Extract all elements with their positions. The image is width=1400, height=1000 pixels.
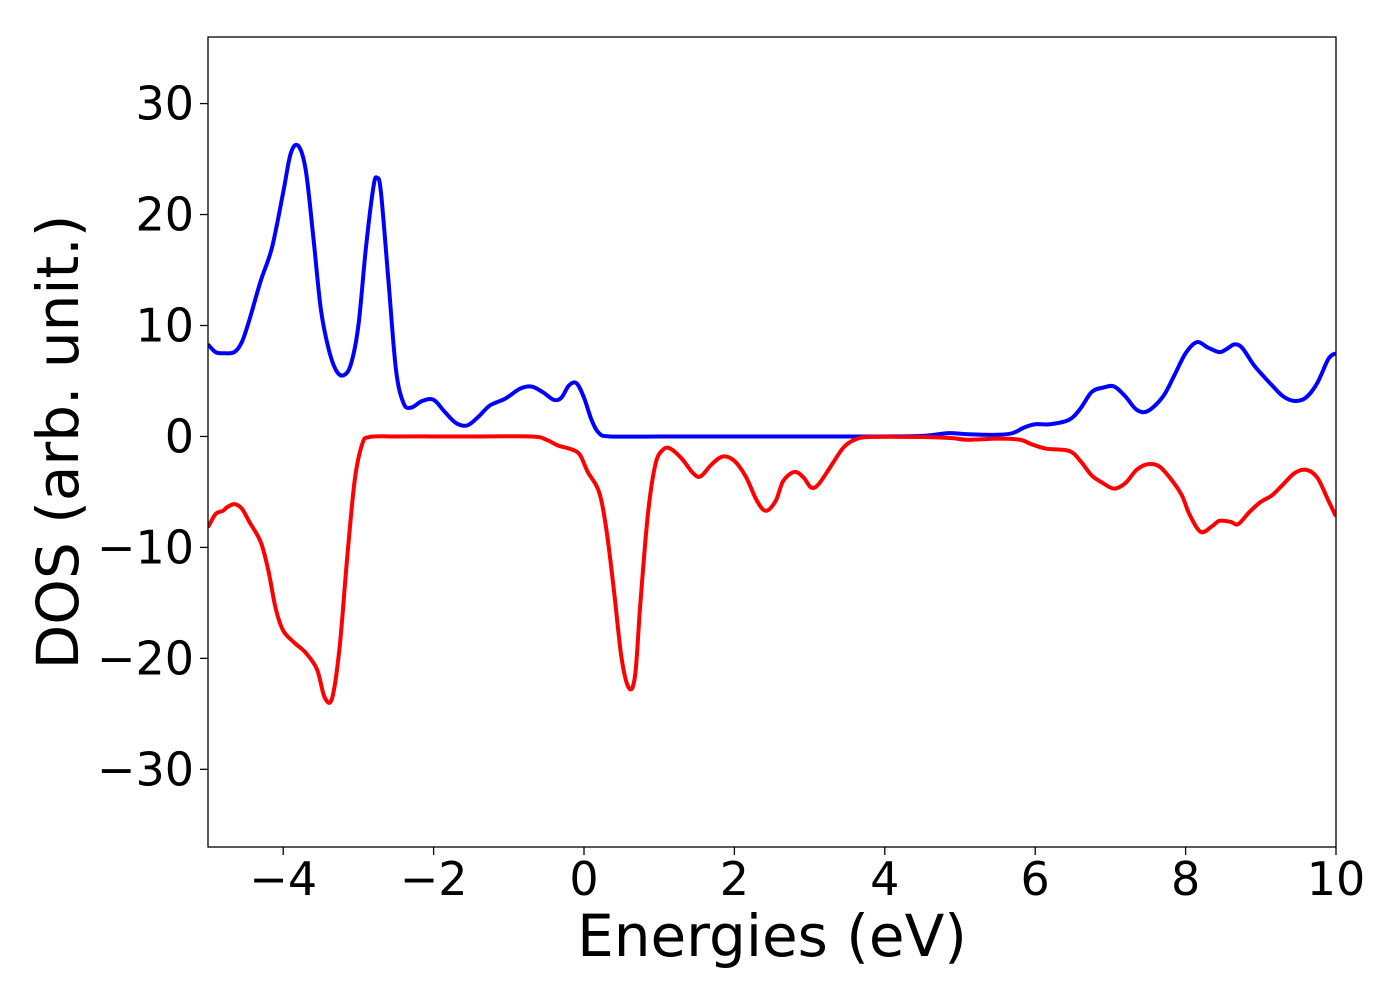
y-tick-label: 10 <box>135 298 194 352</box>
x-tick-label: −4 <box>249 852 317 906</box>
y-tick-label: −10 <box>97 520 194 574</box>
y-tick-label: −30 <box>97 742 194 796</box>
x-tick-label: 8 <box>1171 852 1200 906</box>
y-tick-label: 0 <box>165 409 194 463</box>
y-tick-label: 20 <box>135 188 194 242</box>
y-tick-label: 30 <box>135 77 194 131</box>
x-tick-label: 6 <box>1021 852 1050 906</box>
x-tick-label: 2 <box>720 852 749 906</box>
series-layer <box>208 142 1336 705</box>
dos-line-blue <box>208 142 1336 439</box>
dos-line-red <box>208 434 1336 705</box>
x-tick-label: 10 <box>1307 852 1366 906</box>
x-tick-label: 4 <box>870 852 899 906</box>
x-axis-title: Energies (eV) <box>577 902 967 970</box>
x-tick-label: −2 <box>400 852 468 906</box>
y-axis-title: DOS (arb. unit.) <box>24 215 92 670</box>
plot-frame <box>207 36 1337 848</box>
y-tick-label: −20 <box>97 631 194 685</box>
x-tick-label: 0 <box>569 852 598 906</box>
